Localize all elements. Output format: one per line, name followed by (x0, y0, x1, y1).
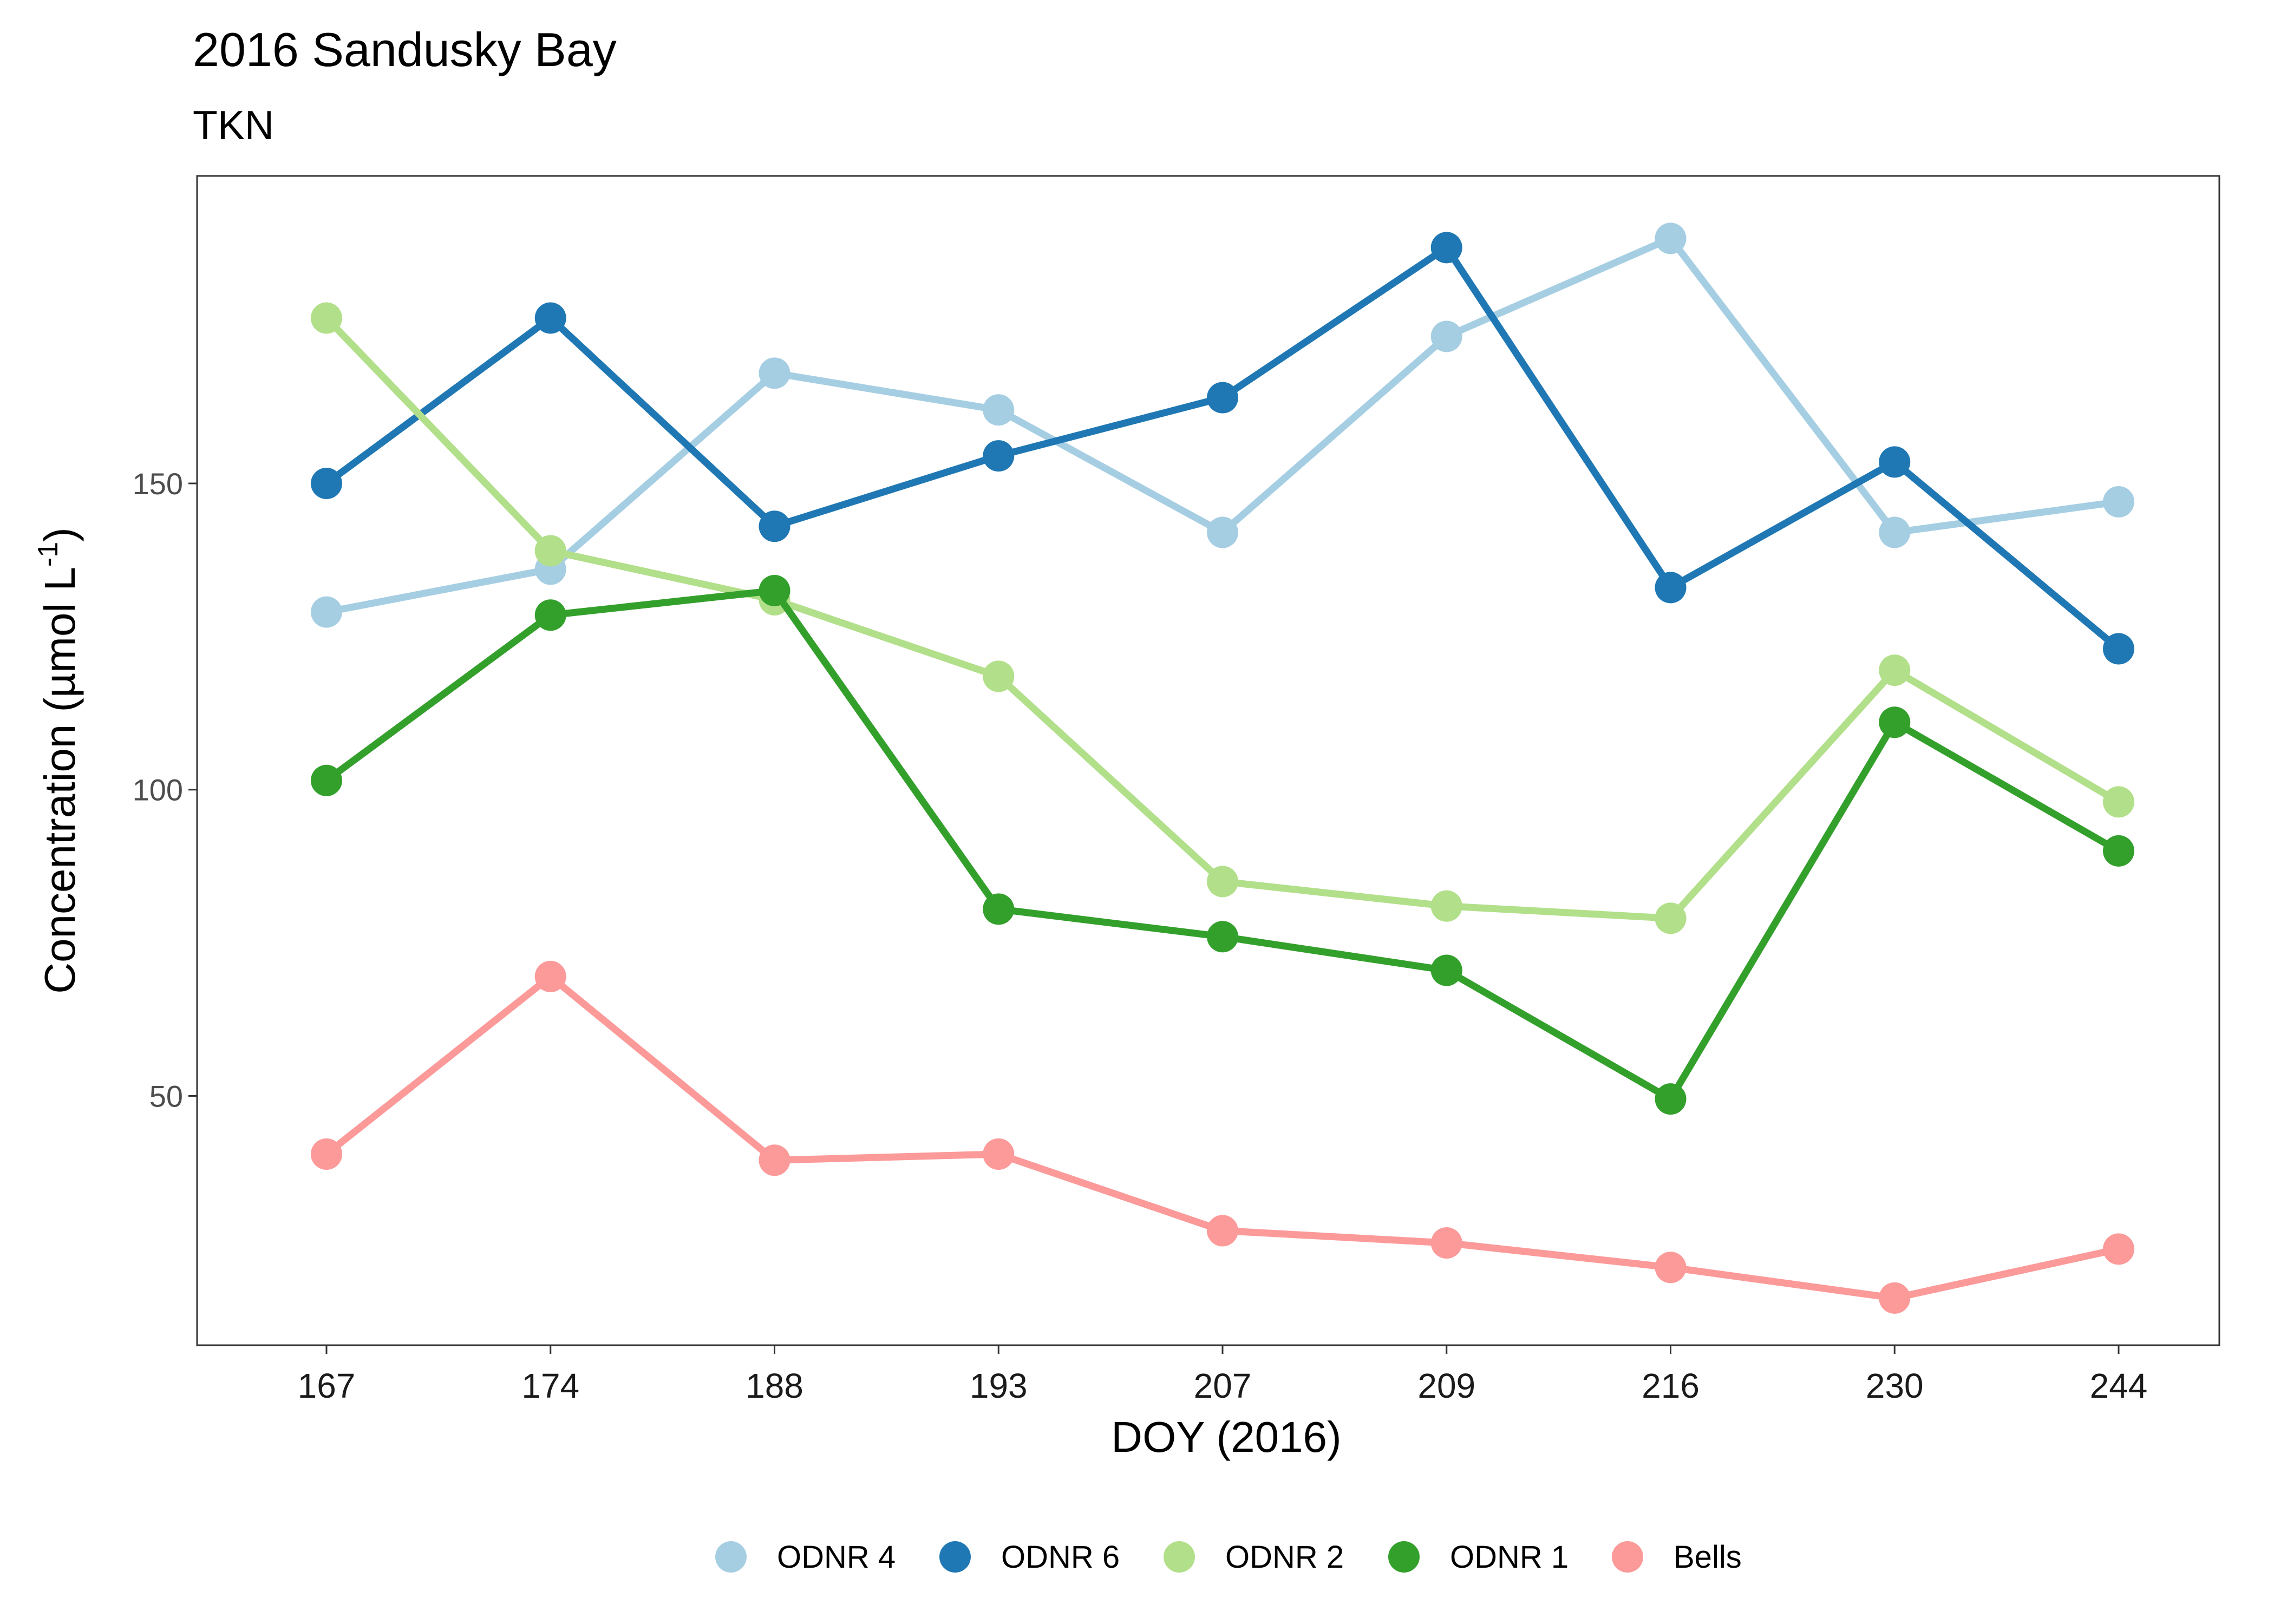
legend-item-odnr-6: ODNR 6 (939, 1540, 1120, 1575)
data-point-odnr-1 (534, 599, 566, 631)
data-point-bells (534, 960, 566, 992)
data-point-odnr-1 (2103, 835, 2134, 867)
y-axis-title: Concentration (µmol L-1) (32, 527, 84, 994)
x-tick-label: 207 (1194, 1366, 1252, 1405)
data-point-odnr-2 (1879, 654, 1911, 686)
x-tick-label: 167 (298, 1366, 356, 1405)
x-axis-title: DOY (2016) (1111, 1413, 1341, 1461)
y-tick-label: 100 (133, 773, 183, 807)
data-point-odnr-4 (1207, 516, 1238, 548)
y-axis-title-superscript: -1 (32, 542, 64, 567)
data-point-bells (1430, 1227, 1462, 1259)
data-point-odnr-1 (759, 575, 790, 607)
data-point-odnr-6 (759, 510, 790, 542)
data-point-odnr-4 (1879, 516, 1911, 548)
data-point-odnr-2 (1207, 866, 1238, 898)
chart-subtitle: TKN (193, 102, 274, 148)
x-tick-label: 193 (970, 1366, 1028, 1405)
legend-item-bells: Bells (1612, 1540, 1742, 1575)
data-point-odnr-2 (983, 660, 1015, 692)
data-point-odnr-4 (759, 357, 790, 389)
series-odnr-6 (311, 232, 2134, 665)
legend-label: Bells (1674, 1540, 1742, 1575)
x-tick-label: 216 (1642, 1366, 1700, 1405)
data-point-odnr-6 (1207, 382, 1238, 414)
data-point-bells (311, 1138, 342, 1170)
data-point-odnr-4 (311, 596, 342, 628)
data-point-bells (1655, 1252, 1687, 1284)
data-point-odnr-6 (2103, 633, 2134, 665)
y-axis-title-main: Concentration (µmol L (36, 567, 84, 994)
chart-title: 2016 Sandusky Bay (193, 23, 617, 76)
legend-key (1388, 1541, 1420, 1573)
data-point-odnr-1 (1879, 706, 1911, 738)
data-point-odnr-2 (1655, 902, 1687, 934)
data-point-odnr-6 (311, 468, 342, 500)
legend-item-odnr-2: ODNR 2 (1164, 1540, 1344, 1575)
legend-label: ODNR 4 (777, 1540, 896, 1575)
data-point-bells (2103, 1233, 2134, 1265)
data-point-odnr-6 (1430, 232, 1462, 264)
legend-label: ODNR 6 (1001, 1540, 1120, 1575)
data-point-odnr-6 (1879, 446, 1911, 478)
data-point-odnr-1 (1207, 921, 1238, 953)
data-point-bells (1879, 1282, 1911, 1314)
x-tick-label: 244 (2090, 1366, 2148, 1405)
data-point-odnr-2 (534, 535, 566, 567)
series-layer (311, 222, 2134, 1314)
data-point-odnr-1 (1655, 1083, 1687, 1115)
data-point-odnr-4 (1655, 222, 1687, 254)
y-axis-title-close: ) (36, 527, 84, 542)
data-point-odnr-4 (983, 394, 1015, 426)
legend-key (715, 1541, 747, 1573)
y-tick-label: 50 (149, 1079, 183, 1113)
legend-item-odnr-1: ODNR 1 (1388, 1540, 1569, 1575)
data-point-odnr-1 (1430, 954, 1462, 986)
legend-key (1164, 1541, 1195, 1573)
data-point-odnr-6 (534, 302, 566, 334)
data-point-odnr-1 (983, 893, 1015, 925)
legend-label: ODNR 2 (1225, 1540, 1344, 1575)
series-odnr-2 (311, 302, 2134, 934)
series-bells (311, 960, 2134, 1314)
data-point-odnr-4 (1430, 320, 1462, 352)
legend-key (939, 1541, 971, 1573)
legend-item-odnr-4: ODNR 4 (715, 1540, 896, 1575)
x-tick-label: 209 (1417, 1366, 1475, 1405)
x-tick-label: 174 (521, 1366, 579, 1405)
y-axis: 50 100 150 (133, 467, 197, 1113)
x-tick-label: 230 (1866, 1366, 1924, 1405)
series-odnr-1 (311, 575, 2134, 1115)
x-axis: 167 174 188 193 207 209 216 230 244 (298, 1345, 2148, 1405)
data-point-odnr-6 (1655, 572, 1687, 604)
data-point-bells (759, 1144, 790, 1176)
x-tick-label: 188 (746, 1366, 803, 1405)
data-point-odnr-6 (983, 440, 1015, 472)
series-odnr-4 (311, 222, 2134, 628)
legend-key (1612, 1541, 1643, 1573)
data-point-odnr-2 (311, 302, 342, 334)
data-point-odnr-2 (1430, 890, 1462, 922)
y-tick-label: 150 (133, 467, 183, 501)
data-point-odnr-2 (2103, 786, 2134, 818)
legend-label: ODNR 1 (1450, 1540, 1569, 1575)
data-point-odnr-4 (2103, 486, 2134, 518)
legend: ODNR 4 ODNR 6 ODNR 2 ODNR 1 Bells (715, 1540, 1742, 1575)
plot-panel (196, 175, 2220, 1346)
data-point-odnr-1 (311, 764, 342, 796)
data-point-bells (1207, 1215, 1238, 1247)
data-point-bells (983, 1138, 1015, 1170)
